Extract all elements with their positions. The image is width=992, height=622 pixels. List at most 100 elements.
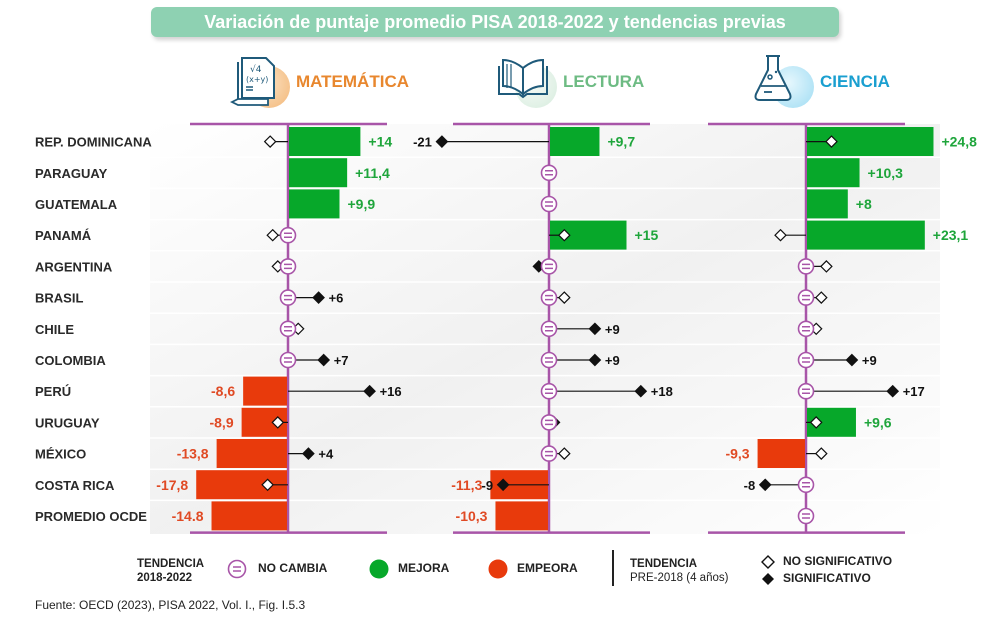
legend-not-significant-label: NO SIGNIFICATIVO: [783, 554, 893, 568]
row-marks-matemática: -14.8: [172, 501, 287, 531]
change-label: +8: [856, 196, 872, 212]
country-label: ARGENTINA: [35, 259, 113, 274]
subject-header-math: √4 (x+y) MATEMÁTICA: [228, 52, 409, 112]
trend-label: +17: [903, 384, 925, 399]
not-significant-diamond: [557, 228, 571, 242]
trend-label: +9: [605, 322, 620, 337]
row-marks-matemática: [266, 226, 297, 244]
no-change-marker-lines: [545, 450, 553, 457]
no-change-marker: [797, 289, 815, 306]
change-label: -8,6: [211, 383, 235, 399]
not-significant-diamond: [820, 260, 833, 273]
significant-diamond: [886, 384, 900, 398]
row-marks-ciencia: +8: [807, 189, 872, 219]
change-label: -11,3: [451, 477, 482, 493]
country-label: COLOMBIA: [35, 353, 106, 368]
no-change-marker-lines: [802, 388, 810, 394]
no-change-marker-lines: [545, 294, 553, 301]
row-marks-ciencia: +9: [797, 351, 877, 369]
trend-label: +6: [329, 291, 344, 306]
no-change-marker-lines: [284, 326, 292, 332]
legend-significant-label: SIGNIFICATIVO: [783, 571, 871, 585]
not-significant-diamond: [814, 291, 828, 304]
row-marks-matemática: +6: [279, 289, 344, 306]
row-marks-lectura: -9-11,3: [451, 470, 549, 500]
change-label: -10,3: [456, 508, 488, 524]
legend-title-line: TENDENCIA: [630, 558, 698, 570]
no-change-marker-lines: [802, 357, 810, 363]
change-bar: [807, 220, 925, 250]
worsen-dot-icon: [488, 559, 508, 579]
row-marks-ciencia: +23,1: [774, 220, 969, 250]
significant-diamond: [363, 384, 376, 398]
country-label: GUATEMALA: [35, 197, 118, 212]
change-label: +11,4: [355, 165, 390, 181]
math-document-icon: √4 (x+y): [229, 57, 275, 106]
not-significant-diamond: [557, 291, 571, 304]
significant-diamond: [312, 291, 325, 304]
row-marks-ciencia: [797, 507, 815, 525]
trend-label: -9: [482, 478, 494, 493]
trend-label: +9: [862, 353, 877, 368]
change-bar: [243, 376, 287, 406]
no-change-marker-lines: [284, 294, 292, 301]
row-marks-ciencia: [797, 289, 828, 306]
change-label: +15: [635, 227, 659, 243]
row-marks-ciencia: [797, 320, 823, 338]
country-label: REP. DOMINICANA: [35, 135, 152, 150]
trend-label: -21: [413, 135, 432, 150]
country-label: URUGUAY: [35, 415, 100, 430]
legend-title-line: 2018-2022: [137, 572, 192, 584]
significant-diamond: [758, 478, 772, 492]
change-bar: [289, 127, 361, 156]
change-label: -14.8: [172, 508, 204, 524]
significant-diamond: [317, 353, 331, 367]
no-change-marker: [797, 507, 815, 525]
change-bar: [289, 158, 348, 188]
no-change-marker: [797, 476, 815, 494]
no-change-marker-lines: [545, 419, 553, 426]
flask-icon: [754, 55, 792, 101]
row-marks-matemática: [279, 320, 305, 338]
legend-title-line: TENDENCIA: [137, 558, 205, 570]
country-label: BRASIL: [35, 291, 83, 306]
country-label: PARAGUAY: [35, 166, 108, 181]
no-change-marker: [797, 258, 815, 275]
row-marks-lectura: [540, 414, 561, 431]
no-change-marker: [279, 351, 297, 369]
change-bar: [757, 439, 805, 468]
no-change-marker: [279, 226, 297, 244]
row-marks-ciencia: +24,8: [806, 127, 977, 156]
row-marks-lectura: -10,3: [456, 501, 548, 531]
country-label: CHILE: [35, 322, 74, 337]
no-change-marker-lines: [284, 357, 292, 363]
change-label: +24,8: [941, 134, 977, 150]
legend-no-change-label: NO CAMBIA: [258, 561, 328, 575]
change-label: -9,3: [725, 446, 749, 462]
not-significant-diamond: [261, 478, 274, 492]
svg-text:(x+y): (x+y): [246, 75, 268, 84]
row-marks-lectura: [540, 289, 571, 306]
change-label: +14: [368, 134, 392, 150]
subject-label-science: CIENCIA: [820, 72, 890, 91]
row-marks-lectura: +9: [540, 320, 620, 338]
change-label: +10,3: [868, 165, 904, 181]
subject-label-reading: LECTURA: [563, 72, 645, 91]
row-marks-matemática: -8,9: [209, 407, 288, 437]
legend: TENDENCIA 2018-2022 NO CAMBIA MEJORA EMP…: [0, 548, 992, 588]
no-change-marker: [540, 414, 558, 431]
not-significant-diamond: [271, 416, 285, 429]
not-significant-diamond: [774, 228, 787, 242]
row-marks-ciencia: +9,6: [806, 407, 892, 437]
not-significant-diamond: [825, 135, 838, 148]
trend-label: +18: [651, 384, 673, 399]
change-label: -17,8: [156, 477, 188, 493]
change-label: +23,1: [933, 227, 969, 243]
no-change-marker: [279, 320, 297, 338]
no-change-marker: [797, 320, 815, 338]
trend-label: +4: [318, 447, 334, 462]
no-change-marker: [279, 258, 297, 275]
no-change-marker: [540, 258, 558, 275]
no-change-marker-lines: [802, 513, 810, 519]
row-marks-matemática: +14: [263, 127, 392, 156]
